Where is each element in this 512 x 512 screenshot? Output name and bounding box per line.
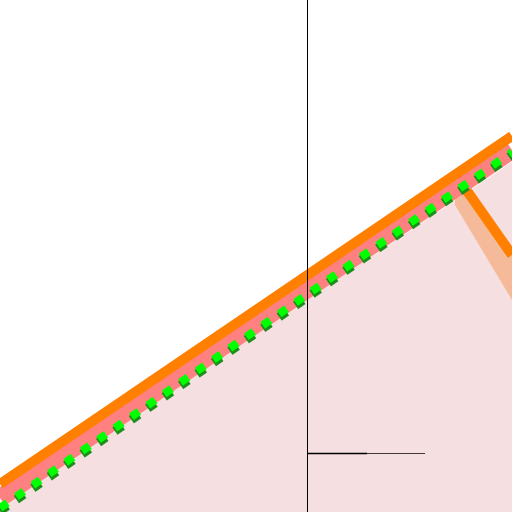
orange-wide-band (455, 185, 512, 300)
pink-region (0, 162, 512, 512)
orange-line (0, 131, 512, 489)
green-dashes (0, 148, 512, 512)
